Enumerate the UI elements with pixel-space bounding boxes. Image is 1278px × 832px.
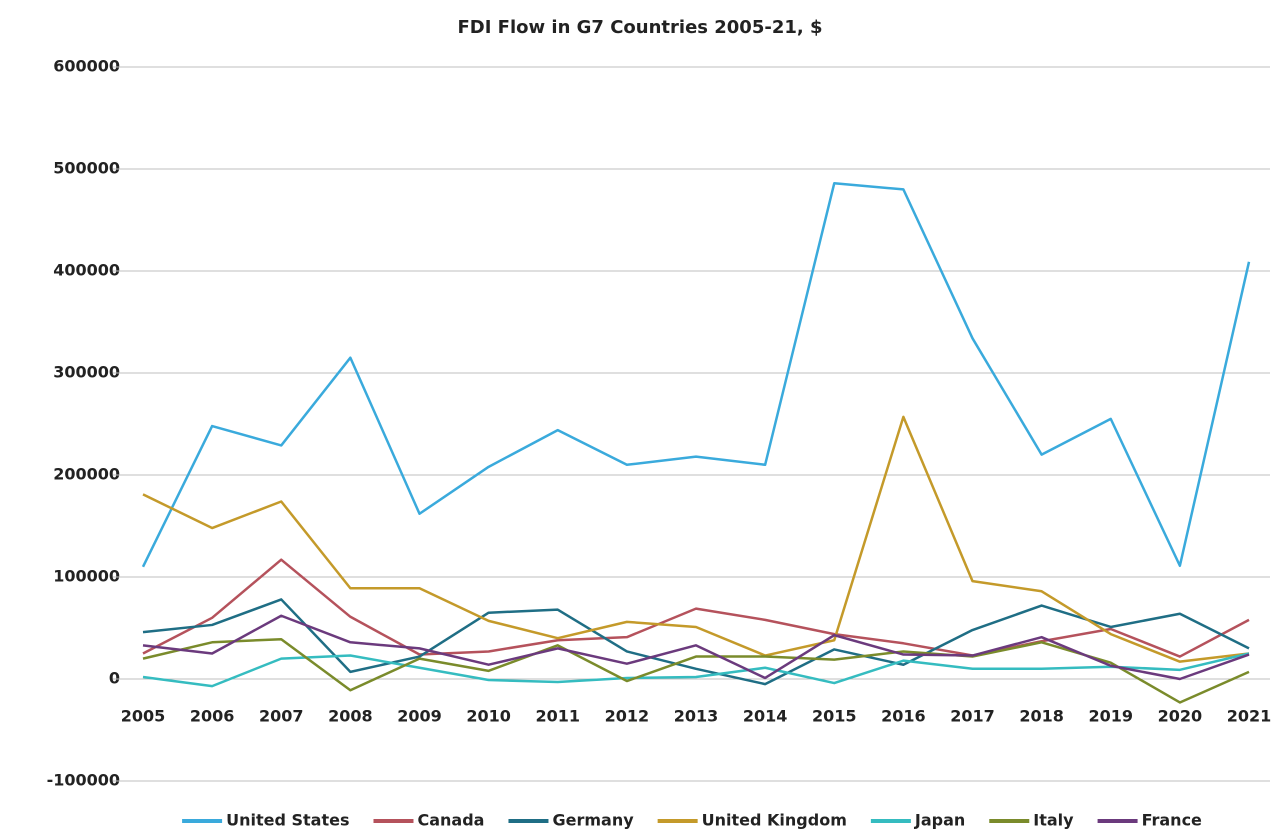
y-tick-label: 400000 xyxy=(53,261,120,280)
legend-label: Germany xyxy=(552,811,634,830)
legend-label: Canada xyxy=(417,811,484,830)
series-line xyxy=(142,598,1250,686)
x-tick-label: 2020 xyxy=(1158,707,1203,726)
x-tick-label: 2008 xyxy=(328,707,373,726)
legend-label: United Kingdom xyxy=(702,811,847,830)
y-tick-label: 300000 xyxy=(53,363,120,382)
x-tick-label: 2007 xyxy=(259,707,304,726)
legend-label: Italy xyxy=(1033,811,1074,830)
legend-label: Japan xyxy=(914,811,965,830)
x-tick-label: 2005 xyxy=(121,707,166,726)
legend-label: France xyxy=(1142,811,1202,830)
y-tick-label: 0 xyxy=(109,669,120,688)
series-line xyxy=(142,558,1250,658)
series-line xyxy=(142,415,1250,663)
legend-label: United States xyxy=(226,811,349,830)
x-tick-label: 2018 xyxy=(1019,707,1064,726)
x-tick-label: 2012 xyxy=(605,707,650,726)
y-tick-label: 100000 xyxy=(53,567,120,586)
series-line xyxy=(142,652,1250,688)
x-tick-label: 2006 xyxy=(190,707,235,726)
series-line xyxy=(142,614,1250,681)
x-tick-label: 2017 xyxy=(950,707,995,726)
x-tick-label: 2009 xyxy=(397,707,442,726)
y-tick-label: 600000 xyxy=(53,57,120,76)
y-tick-label: 500000 xyxy=(53,159,120,178)
x-tick-label: 2021 xyxy=(1227,707,1272,726)
x-tick-label: 2011 xyxy=(535,707,580,726)
series-line xyxy=(141,182,1251,568)
series-line xyxy=(142,637,1250,704)
x-tick-label: 2010 xyxy=(466,707,511,726)
chart-title: FDI Flow in G7 Countries 2005-21, $ xyxy=(457,17,822,38)
y-tick-label: -100000 xyxy=(47,771,120,790)
x-tick-label: 2015 xyxy=(812,707,857,726)
x-tick-label: 2019 xyxy=(1088,707,1133,726)
x-tick-label: 2016 xyxy=(881,707,926,726)
y-tick-label: 200000 xyxy=(53,465,120,484)
x-tick-label: 2014 xyxy=(743,707,788,726)
x-tick-label: 2013 xyxy=(674,707,719,726)
